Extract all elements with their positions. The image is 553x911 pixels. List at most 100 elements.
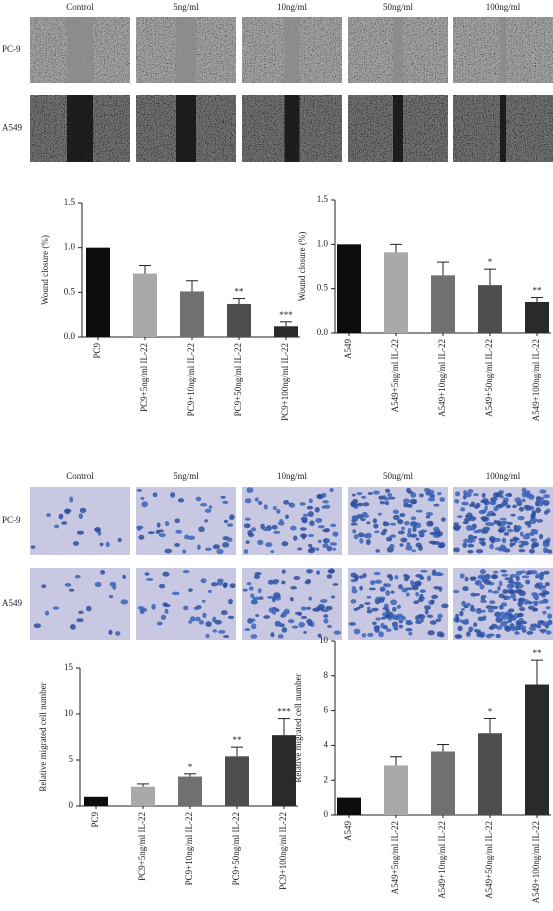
cell (283, 500, 290, 505)
cell (527, 523, 532, 528)
cell (429, 620, 437, 625)
cell (348, 622, 356, 626)
x-tick-label: PC9+50ng/ml IL-22 (231, 812, 241, 885)
y-tick-label: 4 (324, 739, 329, 749)
cell (366, 610, 373, 614)
cell (520, 620, 528, 625)
cell (327, 624, 333, 629)
cell (477, 616, 483, 622)
cell (476, 630, 483, 636)
cell (351, 586, 357, 590)
cell (54, 524, 60, 529)
cell (58, 513, 64, 520)
cell (391, 615, 398, 619)
cell (390, 590, 395, 594)
cell (285, 514, 289, 520)
wound-gap (393, 95, 403, 162)
micrograph (30, 487, 130, 555)
cell (328, 568, 335, 574)
cell (419, 493, 424, 498)
cell (170, 492, 176, 498)
x-tick-label: A549+50ng/ml IL-22 (484, 339, 494, 417)
cell (466, 602, 471, 606)
cell (294, 611, 302, 615)
cell (415, 591, 420, 597)
cell (435, 618, 442, 622)
cell (494, 547, 502, 551)
cell (322, 528, 330, 533)
cell (484, 505, 488, 511)
row-label: A549 (2, 598, 22, 608)
cell (289, 596, 294, 602)
x-tick-label: A549+100ng/ml IL-22 (531, 821, 541, 903)
cell (481, 492, 486, 498)
cell (430, 599, 435, 605)
cell (183, 605, 189, 611)
cell (481, 509, 487, 514)
cell (299, 502, 306, 506)
cell (531, 531, 539, 535)
cell (246, 581, 252, 586)
bar (274, 326, 298, 337)
cell (350, 599, 357, 604)
cell (436, 531, 443, 537)
x-tick-label: A549+10ng/ml IL-22 (437, 821, 447, 899)
cell (214, 619, 222, 625)
cell (512, 598, 517, 602)
cell (455, 616, 460, 623)
cell (303, 630, 307, 634)
cell (298, 621, 306, 628)
wound-gap (500, 17, 506, 83)
cell (385, 589, 391, 596)
cell (387, 492, 393, 497)
y-tick-label: 15 (64, 662, 74, 672)
cell (144, 572, 150, 576)
cell (425, 515, 431, 519)
cell (229, 583, 236, 589)
cell (188, 588, 193, 592)
cell (258, 501, 263, 505)
cell (423, 605, 432, 610)
cell (288, 619, 295, 624)
cell (500, 602, 508, 607)
cell (254, 497, 259, 502)
cell (489, 500, 497, 506)
cell (263, 504, 268, 510)
cell (454, 491, 461, 497)
cell (218, 629, 226, 634)
wound-gap (176, 95, 196, 162)
cell (432, 533, 437, 538)
cell (360, 518, 366, 522)
cell (501, 537, 507, 544)
cell (351, 589, 358, 594)
cell (94, 581, 102, 588)
cell (493, 570, 499, 574)
cell (498, 580, 503, 587)
cell (367, 632, 374, 637)
cell (509, 576, 513, 582)
cell (226, 523, 234, 527)
cell (263, 615, 271, 619)
bar (272, 735, 296, 806)
cell (300, 606, 307, 611)
cell (390, 599, 398, 606)
column-label: 50ng/ml (383, 2, 414, 12)
cell (454, 634, 463, 639)
cell (518, 544, 524, 548)
cell (243, 523, 251, 529)
bar (225, 756, 249, 806)
cell (255, 614, 260, 617)
cell (424, 609, 429, 615)
cell (375, 617, 381, 621)
cell (315, 518, 323, 524)
x-tick-label: PC9+100ng/ml IL-22 (280, 343, 290, 421)
cell (518, 597, 526, 602)
cell (373, 523, 379, 529)
cell (331, 595, 336, 599)
cell (480, 599, 487, 603)
cell (361, 495, 367, 499)
cell (466, 631, 471, 637)
cell (195, 616, 201, 622)
cell (420, 569, 428, 573)
column-label: 100ng/ml (486, 471, 521, 481)
